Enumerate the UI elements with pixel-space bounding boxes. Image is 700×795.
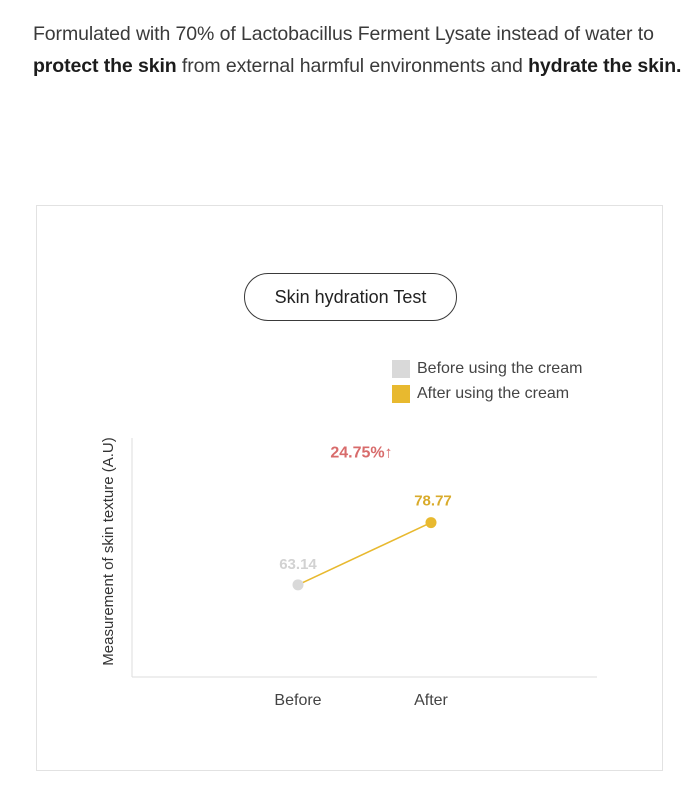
legend-item-after: After using the cream: [392, 381, 582, 406]
series-line: [297, 521, 432, 586]
intro-line-1: Formulated with 70% of Lactobacillus Fer…: [33, 23, 654, 45]
change-annotation: 24.75%↑: [330, 445, 392, 462]
chart-title: Skin hydration Test: [244, 273, 457, 321]
chart-card: Skin hydration Test Before using the cre…: [36, 205, 663, 771]
intro-line-2: protect the skin from external harmful e…: [33, 50, 683, 82]
intro-bold-hydrate: hydrate the skin.: [528, 55, 682, 77]
y-axis-title: Measurement of skin texture (A.U): [100, 437, 117, 665]
intro-line-2-middle: from external harmful environments and: [176, 55, 529, 77]
data-point-after: [425, 517, 437, 529]
legend-item-before: Before using the cream: [392, 356, 582, 381]
legend-label-after: After using the cream: [417, 384, 570, 402]
legend-swatch-before: [392, 359, 410, 378]
chart-legend: Before using the cream After using the c…: [392, 356, 582, 406]
x-tick-label-before: Before: [274, 692, 321, 709]
intro-bold-protect: protect the skin: [33, 55, 177, 77]
legend-swatch-after: [392, 384, 410, 403]
data-label-before: 63.14: [279, 556, 317, 573]
line-chart: Measurement of skin texture (A.U) 63.14 7…: [100, 437, 597, 709]
chart-marks: 63.14 78.77 24.75%↑ Before After: [274, 445, 451, 709]
intro-text: Formulated with 70% of Lactobacillus Fer…: [33, 18, 683, 82]
data-label-after: 78.77: [414, 493, 452, 510]
data-point-before: [292, 579, 304, 591]
x-tick-label-after: After: [414, 692, 448, 709]
legend-label-before: Before using the cream: [417, 359, 583, 377]
